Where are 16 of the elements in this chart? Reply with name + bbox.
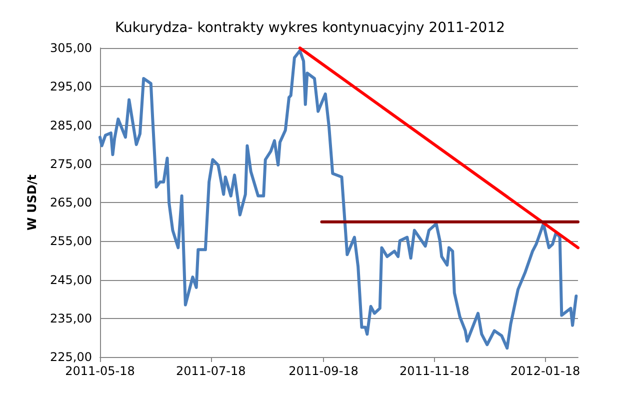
y-tick-label: 255,00 <box>50 234 92 248</box>
y-tick-label: 245,00 <box>50 272 92 287</box>
chart-title: Kukurydza- kontrakty wykres kontynuacyjny 2011-2012 <box>114 20 506 36</box>
x-tick-label: 2011-09-18 <box>288 364 358 378</box>
x-tick-label: 2011-05-18 <box>65 364 135 378</box>
y-tick-label: 275,00 <box>50 156 92 171</box>
y-tick-label: 305,00 <box>50 41 92 55</box>
y-axis-title: W USD/t <box>25 174 39 230</box>
y-tick-label: 235,00 <box>50 311 92 326</box>
y-tick-label: 295,00 <box>50 80 92 94</box>
x-tick-label: 2011-11-18 <box>400 364 470 378</box>
y-tick-label: 285,00 <box>50 118 92 132</box>
x-tick-label: 2012-01-18 <box>510 364 580 378</box>
y-tick-label: 225,00 <box>50 350 92 364</box>
x-tick-label: 2011-07-18 <box>176 364 246 378</box>
y-tick-label: 265,00 <box>50 196 92 210</box>
